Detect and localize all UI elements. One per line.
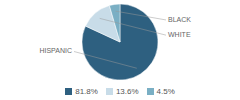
html-text:81.8%: 81.8%: [75, 86, 98, 96]
html-text:13.6%: 13.6%: [115, 86, 139, 96]
svg-text:HISPANIC: HISPANIC: [39, 47, 72, 54]
svg-text:WHITE: WHITE: [168, 31, 191, 38]
html-text:4.5%: 4.5%: [156, 86, 175, 96]
svg-text:BLACK: BLACK: [168, 16, 191, 23]
